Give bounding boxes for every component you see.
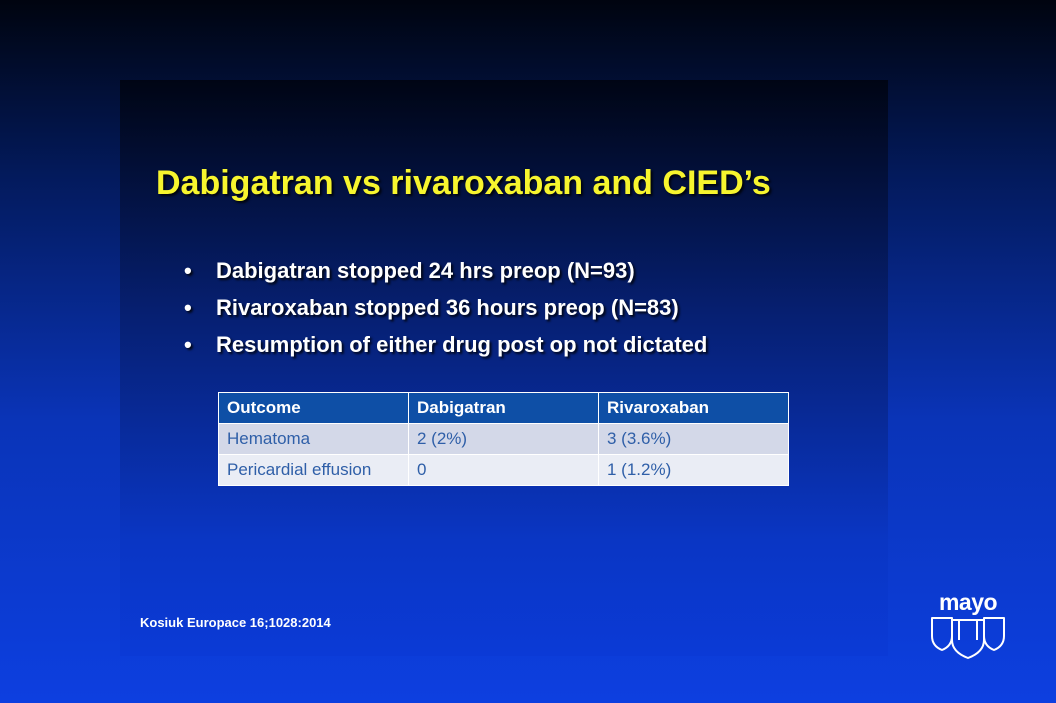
citation: Kosiuk Europace 16;1028:2014 [140,615,331,630]
mayo-logo: mayo [928,590,1008,662]
table-cell: 2 (2%) [408,423,599,455]
bullet-dot: • [184,258,192,283]
table-header-row: Outcome Dabigatran Rivaroxaban [218,392,789,424]
mayo-shields-icon [931,617,1005,659]
bullet-item: • Dabigatran stopped 24 hrs preop (N=93) [184,252,707,289]
bullet-list: • Dabigatran stopped 24 hrs preop (N=93)… [184,252,707,363]
table-row: Pericardial effusion 0 1 (1.2%) [218,454,789,486]
table-header-cell: Rivaroxaban [598,392,789,424]
bullet-text: Rivaroxaban stopped 36 hours preop (N=83… [216,295,679,320]
bullet-item: • Rivaroxaban stopped 36 hours preop (N=… [184,289,707,326]
table-cell: Pericardial effusion [218,454,409,486]
bullet-text: Resumption of either drug post op not di… [216,332,708,357]
logo-text: mayo [938,589,998,615]
bullet-dot: • [184,295,192,320]
bullet-item: • Resumption of either drug post op not … [184,326,707,363]
bullet-dot: • [184,332,192,357]
table-row: Hematoma 2 (2%) 3 (3.6%) [218,423,789,455]
slide-title: Dabigatran vs rivaroxaban and CIED’s [156,164,771,202]
slide: Dabigatran vs rivaroxaban and CIED’s • D… [120,80,888,656]
table-header-cell: Dabigatran [408,392,599,424]
table-cell: 3 (3.6%) [598,423,789,455]
table-cell: 1 (1.2%) [598,454,789,486]
table-cell: 0 [408,454,599,486]
bullet-text: Dabigatran stopped 24 hrs preop (N=93) [216,258,635,283]
outcome-table: Outcome Dabigatran Rivaroxaban Hematoma … [218,392,789,486]
table-header-cell: Outcome [218,392,409,424]
table-cell: Hematoma [218,423,409,455]
